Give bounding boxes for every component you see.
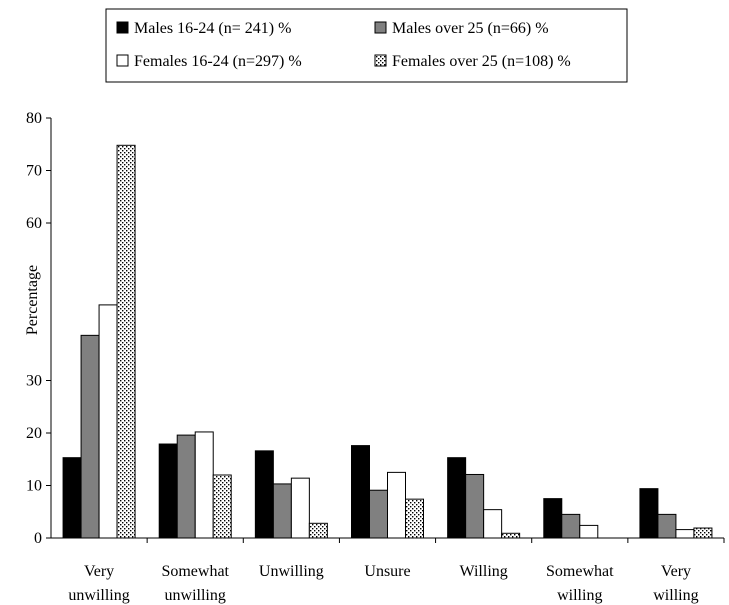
legend-swatch: [374, 54, 387, 67]
bar: [543, 498, 563, 539]
y-tick-label: 10: [26, 478, 42, 495]
bar: [116, 144, 136, 539]
x-tick-label: willing: [653, 587, 698, 604]
y-tick-label: 80: [26, 110, 42, 127]
bar: [447, 457, 467, 539]
bar: [639, 488, 659, 539]
x-tick-label: Somewhat: [546, 563, 614, 580]
y-axis-label: Percentage: [24, 265, 41, 335]
bar: [693, 527, 713, 539]
legend-swatch: [116, 54, 129, 67]
bar: [501, 532, 521, 539]
legend-item-females-16-24: Females 16-24 (n=297) %: [116, 53, 302, 70]
bar: [308, 522, 328, 539]
bar: [405, 498, 424, 539]
bar: [387, 471, 406, 539]
x-tick-label: willing: [557, 587, 602, 604]
legend-item-females-over-25: Females over 25 (n=108) %: [374, 53, 571, 70]
legend-swatch: [374, 21, 387, 34]
bar: [158, 443, 178, 539]
bar: [657, 513, 677, 539]
x-tick-label: Unwilling: [259, 563, 324, 580]
bar: [465, 473, 485, 539]
bar: [561, 513, 581, 539]
x-tick-label: Willing: [460, 563, 508, 580]
y-tick-label: 70: [26, 163, 42, 180]
bar: [369, 489, 388, 539]
x-tick-label: Very: [661, 563, 691, 580]
y-tick-label: 0: [34, 530, 42, 547]
legend-label: Females over 25 (n=108) %: [392, 53, 571, 70]
legend-item-males-16-24: Males 16-24 (n= 241) %: [116, 20, 291, 37]
x-tick-label: unwilling: [68, 587, 129, 604]
y-axis: 0 10 20 30 60 70 80: [26, 110, 52, 547]
bar: [272, 483, 292, 539]
x-axis: Very unwilling Somewhat unwilling Unwilling U…: [51, 537, 725, 604]
bar: [254, 450, 274, 539]
y-tick-label: 20: [26, 425, 42, 442]
legend-label: Males 16-24 (n= 241) %: [134, 20, 291, 37]
x-tick-label: Very: [84, 563, 114, 580]
y-tick-label: 30: [26, 373, 42, 390]
bar: [579, 524, 599, 539]
bar: [212, 474, 232, 539]
legend-label: Females 16-24 (n=297) %: [134, 53, 302, 70]
bar: [80, 334, 100, 539]
y-tick-label: 60: [26, 215, 42, 232]
bar: [351, 445, 370, 539]
legend-item-males-over-25: Males over 25 (n=66) %: [374, 20, 549, 37]
legend-label: Males over 25 (n=66) %: [392, 20, 549, 37]
bar: [483, 509, 503, 539]
bar: [290, 477, 310, 539]
bar: [194, 431, 214, 539]
bars: [62, 144, 713, 539]
bar: [98, 304, 118, 539]
x-tick-label: Unsure: [364, 563, 410, 580]
bar: [176, 434, 196, 539]
bar: [62, 457, 82, 539]
x-tick-label: Somewhat: [161, 563, 229, 580]
legend-box: [105, 8, 628, 83]
legend: Males 16-24 (n= 241) % Males over 25 (n=…: [105, 8, 628, 83]
legend-swatch: [116, 21, 129, 34]
bar: [675, 529, 695, 539]
x-tick-label: unwilling: [165, 587, 226, 604]
